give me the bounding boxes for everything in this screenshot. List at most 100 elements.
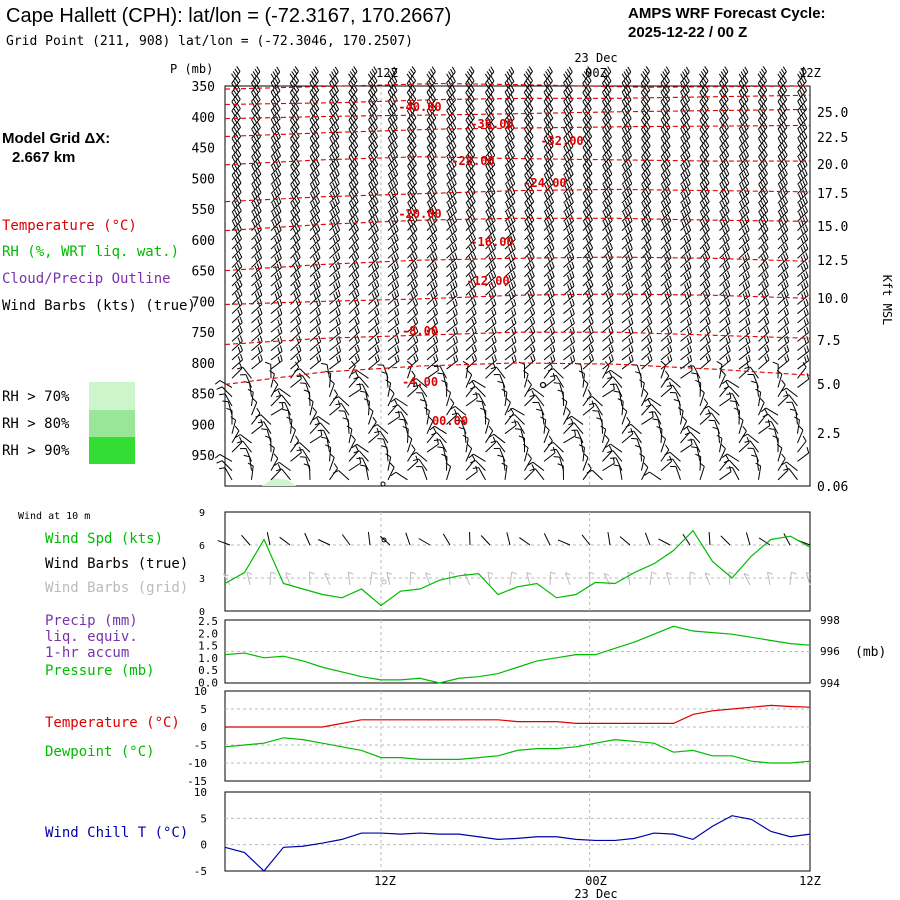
wind-barb [387,159,399,176]
wind-barb [680,205,691,222]
wind-barb [497,380,506,397]
wind-barb [660,360,667,379]
precip-tick-label: 0.5 [198,664,218,677]
wind-barb [797,298,809,315]
wind-barb [485,345,497,361]
temperature-tick-label: -15 [187,775,207,788]
wind-barb [290,344,302,361]
wind-barb [410,451,428,462]
wind-barb [368,84,378,102]
wind-barb [660,177,671,195]
wind-barb [465,335,477,351]
wind-barb [270,150,281,167]
wind-barb [660,112,671,130]
wind-barb [547,441,564,453]
wind-barb [660,381,673,398]
wind-barb [216,460,233,471]
wind-barb [683,425,701,435]
wind-barb [719,370,726,388]
legend-precip-accum: 1-hr accum [45,645,129,661]
top-tick-12z-a: 12Z [376,66,398,80]
wind-barb [465,443,473,462]
wind-barb [309,140,320,158]
wind-barb [797,261,809,278]
wind-barb [426,177,437,195]
wind-barb [368,177,379,195]
wind-barb [524,131,534,148]
wind-barb [290,205,301,222]
wind-barb [426,168,437,185]
surface-barb-grid [509,571,517,586]
wind-barb [613,464,623,480]
wind-barb [333,396,350,407]
wind-panel-gridlines [225,512,810,611]
wind-barb [247,462,254,480]
wind-barb [777,131,788,148]
wind-barb [621,270,633,287]
wind-barb [346,425,353,444]
wind-barb [776,443,783,462]
wind-barb [522,443,529,462]
wind-barb [777,252,789,268]
wind-barb [524,279,535,296]
wind-barb [758,140,768,158]
wind-barb [446,66,456,84]
pressure-tick-label: 500 [192,172,215,187]
wind-barb [270,289,283,305]
wind-barb [329,243,341,259]
wind-barb [250,66,261,84]
wind-barb [507,407,525,416]
wind-barb [231,307,243,324]
surface-barb-grid [649,571,657,586]
legend-wind-barbs-grid: Wind Barbs (grid) [45,580,188,596]
wind-barb [406,112,417,130]
wind-barb [527,387,545,398]
wind-barb [680,94,690,111]
wind-barb [660,224,672,241]
contour-label: -16.00 [470,235,513,249]
wind-barb [426,307,438,324]
wind-barb [777,317,790,333]
wind-barb [797,317,809,333]
wind-barb [485,205,496,222]
wind-barb [251,242,262,259]
wind-barb [465,158,476,176]
wind-barb [738,168,750,185]
wind-barb [289,112,300,130]
surface-barb-grid [409,571,416,586]
wind-barb [680,243,692,259]
wind-barb [446,308,458,324]
page-title: Cape Hallett (CPH): lat/lon = (-72.3167,… [6,5,451,27]
surface-barb-grid [665,572,672,586]
wind-barb [485,279,497,296]
grid-spacing-title: Model Grid ΔX: [2,130,110,147]
temperature-tick-label: 0 [200,721,207,734]
wind-barb [426,159,437,176]
wind-barb [660,261,672,278]
wind-barb [348,270,360,287]
wind-barb [621,345,634,361]
wind-barb [485,261,497,278]
wind-barb [719,122,729,139]
wind-barb [738,140,749,158]
wind-barb [426,335,439,351]
surface-barb-true [745,532,751,546]
wind-barb [270,345,283,361]
wind-barb [368,196,379,213]
wind-panel-y-ticks: 0 3 6 9 [199,508,205,618]
wind-barb [426,75,436,93]
pressure-tick-label: 750 [192,326,215,341]
wind-barb [660,159,671,176]
wind-barb [582,389,592,407]
wind-barb [270,280,283,296]
legend-pressure: Pressure (mb) [45,663,155,679]
wind-barb [719,279,731,296]
wind-barb [468,379,486,388]
wind-barb [719,444,726,462]
wind-barb [641,214,652,231]
wind-barb [426,224,438,241]
wind-barb [527,461,545,472]
wind-barb [446,196,457,213]
wind-barb [462,434,469,453]
wind-barb [777,84,787,102]
